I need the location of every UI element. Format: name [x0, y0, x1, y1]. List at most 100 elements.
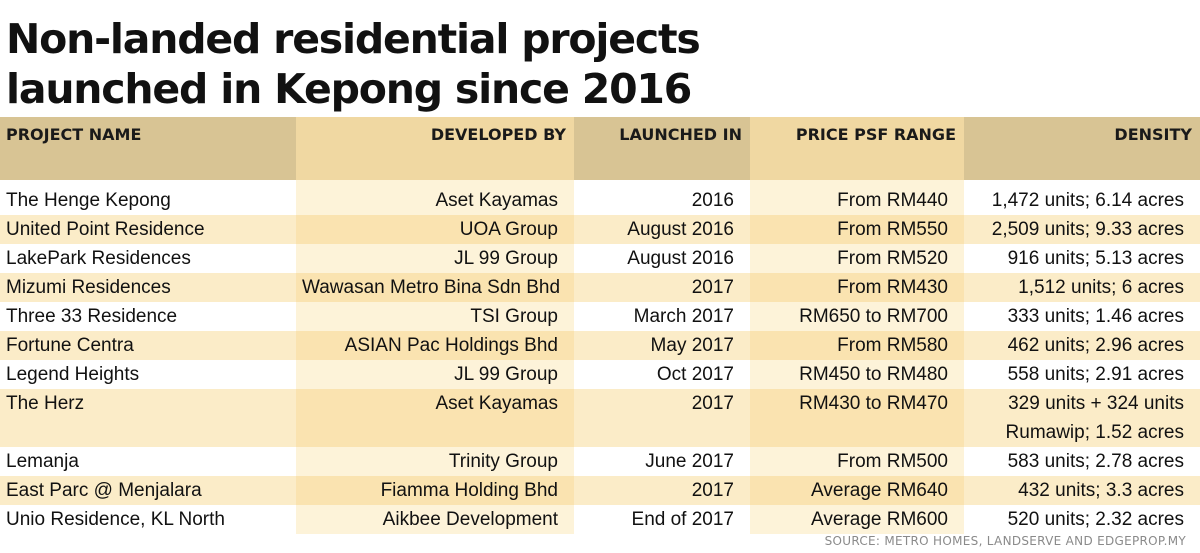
project-name-cell-text: East Parc @ Menjalara — [6, 480, 202, 501]
table-row: Three 33 Residence TSI Group March 2017 RM6… — [0, 302, 1200, 331]
price-psf-cell-text: RM430 to RM470 — [799, 393, 948, 414]
price-psf-cell-text: From RM520 — [837, 248, 948, 269]
price-psf-cell-text: Average RM600 — [811, 509, 948, 530]
density-cell-text: 1,472 units; 6.14 acres — [991, 190, 1184, 211]
table-row: The Henge Kepong Aset Kayamas 2016 From RM4… — [0, 180, 1200, 215]
developer-cell-text: Aset Kayamas — [435, 190, 559, 211]
developer-cell-text: Aikbee Development — [382, 509, 558, 530]
density-cell: 432 units; 3.3 acres — [964, 476, 1200, 505]
density-cell-line-2: Rumawip; 1.52 acres — [1005, 422, 1184, 443]
project-name-cell: Fortune Centra — [0, 331, 296, 360]
table-header-row: PROJECT NAME DEVELOPED BY LAUNCHED IN PR… — [0, 117, 1200, 180]
developer-cell: Trinity Group — [296, 447, 574, 476]
table-row: Fortune Centra ASIAN Pac Holdings Bhd May … — [0, 331, 1200, 360]
project-name-cell: Mizumi Residences — [0, 273, 296, 302]
launched-in-cell-text: 2017 — [691, 480, 734, 501]
density-cell-text: 520 units; 2.32 acres — [1007, 509, 1184, 530]
developer-cell-text: JL 99 Group — [454, 248, 558, 269]
density-cell: 462 units; 2.96 acres — [964, 331, 1200, 360]
project-name-cell: Lemanja — [0, 447, 296, 476]
price-psf-cell: RM650 to RM700 — [750, 302, 964, 331]
chart-title: Non-landed residential projects launched… — [6, 14, 701, 114]
project-name-cell-text: Fortune Centra — [6, 335, 134, 356]
developer-cell: TSI Group — [296, 302, 574, 331]
density-cell-text: 2,509 units; 9.33 acres — [991, 219, 1184, 240]
price-psf-cell: From RM430 — [750, 273, 964, 302]
source-note: SOURCE: METRO HOMES, LANDSERVE AND EDGEP… — [824, 534, 1186, 548]
density-cell-text: 916 units; 5.13 acres — [1007, 248, 1184, 269]
column-header-density: DENSITY — [964, 117, 1200, 180]
projects-table: PROJECT NAME DEVELOPED BY LAUNCHED IN PR… — [0, 117, 1200, 534]
price-psf-cell-text: From RM580 — [837, 335, 948, 356]
table-row: Unio Residence, KL North Aikbee Developme… — [0, 505, 1200, 534]
launched-in-cell: March 2017 — [574, 302, 750, 331]
column-header-developed-by: DEVELOPED BY — [296, 117, 574, 180]
table-row: LakePark Residences JL 99 Group August 201… — [0, 244, 1200, 273]
table-body: The Henge Kepong Aset Kayamas 2016 From RM4… — [0, 180, 1200, 534]
launched-in-cell: 2016 — [574, 180, 750, 215]
developer-cell-text: Fiamma Holding Bhd — [380, 480, 558, 501]
developer-cell: JL 99 Group — [296, 244, 574, 273]
table-row: United Point Residence UOA Group August 20… — [0, 215, 1200, 244]
density-cell-text: 329 units + 324 units — [1008, 393, 1184, 414]
project-name-cell: The Henge Kepong — [0, 180, 296, 215]
launched-in-cell-text: End of 2017 — [631, 509, 734, 530]
launched-in-cell: May 2017 — [574, 331, 750, 360]
launched-in-cell-text: Oct 2017 — [656, 364, 734, 385]
density-cell: 1,472 units; 6.14 acres — [964, 180, 1200, 215]
density-cell: 2,509 units; 9.33 acres — [964, 215, 1200, 244]
density-cell-text: 333 units; 1.46 acres — [1007, 306, 1184, 327]
launched-in-cell: August 2016 — [574, 215, 750, 244]
launched-in-cell: 2017 — [574, 476, 750, 505]
developer-cell-text: ASIAN Pac Holdings Bhd — [344, 335, 558, 356]
price-psf-cell: From RM500 — [750, 447, 964, 476]
density-cell-text: 462 units; 2.96 acres — [1007, 335, 1184, 356]
developer-cell-text: Wawasan Metro Bina Sdn Bhd — [302, 277, 561, 298]
project-name-cell: The Herz — [0, 389, 296, 447]
developer-cell-text: TSI Group — [470, 306, 558, 327]
project-name-cell-text: Unio Residence, KL North — [6, 509, 225, 530]
title-line-2: launched in Kepong since 2016 — [6, 65, 692, 113]
project-name-cell: Unio Residence, KL North — [0, 505, 296, 534]
project-name-cell: East Parc @ Menjalara — [0, 476, 296, 505]
table-row: Lemanja Trinity Group June 2017 From RM500 5… — [0, 447, 1200, 476]
project-name-cell-text: The Henge Kepong — [6, 190, 171, 211]
launched-in-cell: August 2016 — [574, 244, 750, 273]
project-name-cell-text: United Point Residence — [6, 219, 205, 240]
price-psf-cell-text: RM450 to RM480 — [799, 364, 948, 385]
density-cell: 333 units; 1.46 acres — [964, 302, 1200, 331]
table-row: Legend Heights JL 99 Group Oct 2017 RM450 t… — [0, 360, 1200, 389]
launched-in-cell-text: August 2016 — [627, 248, 734, 269]
table-row: East Parc @ Menjalara Fiamma Holding Bhd 2… — [0, 476, 1200, 505]
developer-cell-text: Trinity Group — [448, 451, 558, 472]
developer-cell: JL 99 Group — [296, 360, 574, 389]
density-cell: 520 units; 2.32 acres — [964, 505, 1200, 534]
table-row: Mizumi Residences Wawasan Metro Bina Sdn … — [0, 273, 1200, 302]
price-psf-cell-text: From RM430 — [837, 277, 948, 298]
density-cell: 558 units; 2.91 acres — [964, 360, 1200, 389]
density-cell-text: 583 units; 2.78 acres — [1007, 451, 1184, 472]
price-psf-cell-text: Average RM640 — [811, 480, 948, 501]
developer-cell: Aikbee Development — [296, 505, 574, 534]
developer-cell: Wawasan Metro Bina Sdn Bhd — [296, 273, 574, 302]
launched-in-cell: 2017 — [574, 273, 750, 302]
developer-cell: Fiamma Holding Bhd — [296, 476, 574, 505]
price-psf-cell-text: RM650 to RM700 — [799, 306, 948, 327]
price-psf-cell: From RM580 — [750, 331, 964, 360]
price-psf-cell: Average RM640 — [750, 476, 964, 505]
price-psf-cell-text: From RM440 — [837, 190, 948, 211]
developer-cell: Aset Kayamas — [296, 180, 574, 215]
project-name-cell-text: Lemanja — [6, 451, 79, 472]
developer-cell: UOA Group — [296, 215, 574, 244]
price-psf-cell-text: From RM550 — [837, 219, 948, 240]
price-psf-cell: From RM550 — [750, 215, 964, 244]
price-psf-cell: From RM440 — [750, 180, 964, 215]
developer-cell-text: Aset Kayamas — [435, 393, 559, 414]
developer-cell: Aset Kayamas — [296, 389, 574, 447]
density-cell: 1,512 units; 6 acres — [964, 273, 1200, 302]
project-name-cell-text: LakePark Residences — [6, 248, 191, 269]
density-cell: 583 units; 2.78 acres — [964, 447, 1200, 476]
density-cell: 329 units + 324 units Rumawip; 1.52 acres — [964, 389, 1200, 447]
column-header-price-psf-range: PRICE PSF RANGE — [750, 117, 964, 180]
developer-cell: ASIAN Pac Holdings Bhd — [296, 331, 574, 360]
